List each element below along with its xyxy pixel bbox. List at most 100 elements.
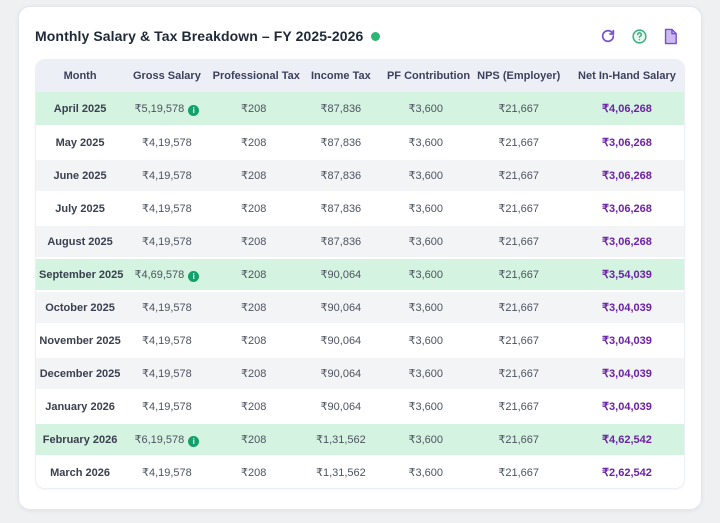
column-header-month: Month: [36, 60, 125, 92]
salary-table-container: Month Gross Salary Professional Tax Income …: [35, 59, 685, 489]
nps-employer-cell: ₹21,667: [467, 290, 570, 323]
income-tax-cell: ₹87,836: [297, 224, 384, 257]
table-row: November 2025 ₹4,19,578 ₹208 ₹90,064 ₹3,600 ₹…: [36, 323, 684, 356]
net-cell: ₹4,06,268: [569, 92, 684, 125]
month-cell: March 2026: [36, 455, 125, 488]
net-cell: ₹4,62,542: [569, 422, 684, 455]
table-row: September 2025 ₹4,69,578 i ₹208 ₹90,064 ₹3,60…: [36, 257, 684, 290]
month-cell: August 2025: [36, 224, 125, 257]
gross-salary-cell: ₹4,19,578: [124, 323, 210, 356]
status-dot-icon: [371, 31, 381, 41]
column-header-professional-tax: Professional Tax: [209, 60, 300, 92]
pf-contribution-cell: ₹3,600: [383, 92, 468, 125]
table-row: April 2025 ₹5,19,578 i ₹208 ₹87,836 ₹3,600 ₹21…: [36, 92, 684, 125]
table-body: April 2025 ₹5,19,578 i ₹208 ₹87,836 ₹3,600 ₹21…: [36, 92, 684, 488]
table-row: August 2025 ₹4,19,578 ₹208 ₹87,836 ₹3,600 ₹21…: [36, 224, 684, 257]
pf-contribution-cell: ₹3,600: [383, 389, 468, 422]
month-cell: February 2026: [36, 422, 125, 455]
column-header-pf-contribution: PF Contribution: [383, 60, 470, 92]
table-row: June 2025 ₹4,19,578 ₹208 ₹87,836 ₹3,600 ₹21,6…: [36, 158, 684, 191]
net-cell: ₹3,06,268: [569, 125, 684, 158]
nps-employer-cell: ₹21,667: [467, 191, 570, 224]
document-icon[interactable]: [661, 27, 679, 45]
salary-table: Month Gross Salary Professional Tax Income …: [36, 60, 684, 488]
header-actions: [599, 27, 683, 45]
card-header: Monthly Salary & Tax Breakdown – FY 2025…: [19, 7, 701, 59]
table-row: January 2026 ₹4,19,578 ₹208 ₹90,064 ₹3,600 ₹2…: [36, 389, 684, 422]
gross-salary-cell: ₹4,19,578: [124, 191, 210, 224]
column-header-income-tax: Income Tax: [297, 60, 384, 92]
table-row: May 2025 ₹4,19,578 ₹208 ₹87,836 ₹3,600 ₹21,66…: [36, 125, 684, 158]
month-cell: June 2025: [36, 158, 125, 191]
professional-tax-cell: ₹208: [209, 290, 298, 323]
gross-salary-cell: ₹4,19,578: [124, 224, 210, 257]
pf-contribution-cell: ₹3,600: [383, 323, 468, 356]
column-header-net-in-hand-salary: Net In-Hand Salary: [569, 60, 684, 92]
gross-salary-cell: ₹4,19,578: [124, 125, 210, 158]
income-tax-cell: ₹87,836: [297, 191, 384, 224]
table-row: March 2026 ₹4,19,578 ₹208 ₹1,31,562 ₹3,600 ₹2…: [36, 455, 684, 488]
nps-employer-cell: ₹21,667: [467, 455, 570, 488]
nps-employer-cell: ₹21,667: [467, 323, 570, 356]
professional-tax-cell: ₹208: [209, 125, 298, 158]
gross-salary-cell: ₹4,19,578: [124, 290, 210, 323]
header-row: Month Gross Salary Professional Tax Income …: [36, 60, 684, 92]
pf-contribution-cell: ₹3,600: [383, 455, 468, 488]
bonus-info-icon[interactable]: i: [188, 270, 200, 282]
nps-employer-cell: ₹21,667: [467, 356, 570, 389]
professional-tax-cell: ₹208: [209, 356, 298, 389]
bonus-info-icon[interactable]: i: [188, 435, 200, 447]
professional-tax-cell: ₹208: [209, 191, 298, 224]
salary-breakdown-card: Monthly Salary & Tax Breakdown – FY 2025…: [18, 6, 702, 510]
net-cell: ₹3,06,268: [569, 158, 684, 191]
nps-employer-cell: ₹21,667: [467, 422, 570, 455]
income-tax-cell: ₹90,064: [297, 356, 384, 389]
net-cell: ₹3,06,268: [569, 191, 684, 224]
pf-contribution-cell: ₹3,600: [383, 191, 468, 224]
professional-tax-cell: ₹208: [209, 455, 298, 488]
refresh-icon[interactable]: [599, 27, 617, 45]
net-cell: ₹2,62,542: [569, 455, 684, 488]
month-cell: September 2025: [36, 257, 125, 290]
gross-salary-cell: ₹4,19,578: [124, 356, 210, 389]
professional-tax-cell: ₹208: [209, 224, 298, 257]
help-icon[interactable]: [630, 27, 648, 45]
month-cell: October 2025: [36, 290, 125, 323]
income-tax-cell: ₹1,31,562: [297, 422, 384, 455]
net-cell: ₹3,04,039: [569, 389, 684, 422]
nps-employer-cell: ₹21,667: [467, 224, 570, 257]
pf-contribution-cell: ₹3,600: [383, 224, 468, 257]
table-row: February 2026 ₹6,19,578 i ₹208 ₹1,31,562 ₹3,6…: [36, 422, 684, 455]
professional-tax-cell: ₹208: [209, 422, 298, 455]
income-tax-cell: ₹87,836: [297, 125, 384, 158]
nps-employer-cell: ₹21,667: [467, 92, 570, 125]
nps-employer-cell: ₹21,667: [467, 389, 570, 422]
page-title: Monthly Salary & Tax Breakdown – FY 2025…: [35, 28, 364, 44]
professional-tax-cell: ₹208: [209, 92, 298, 125]
table-row: July 2025 ₹4,19,578 ₹208 ₹87,836 ₹3,600 ₹21,6…: [36, 191, 684, 224]
gross-salary-cell: ₹4,19,578: [124, 455, 210, 488]
pf-contribution-cell: ₹3,600: [383, 158, 468, 191]
bonus-info-icon[interactable]: i: [188, 104, 200, 116]
nps-employer-cell: ₹21,667: [467, 158, 570, 191]
income-tax-cell: ₹90,064: [297, 389, 384, 422]
gross-salary-cell: ₹4,69,578 i: [124, 257, 210, 290]
gross-salary-cell: ₹4,19,578: [124, 158, 210, 191]
income-tax-cell: ₹90,064: [297, 257, 384, 290]
month-cell: May 2025: [36, 125, 125, 158]
gross-salary-cell: ₹6,19,578 i: [124, 422, 210, 455]
table-row: December 2025 ₹4,19,578 ₹208 ₹90,064 ₹3,600 ₹…: [36, 356, 684, 389]
pf-contribution-cell: ₹3,600: [383, 257, 468, 290]
professional-tax-cell: ₹208: [209, 158, 298, 191]
professional-tax-cell: ₹208: [209, 323, 298, 356]
month-cell: April 2025: [36, 92, 125, 125]
pf-contribution-cell: ₹3,600: [383, 125, 468, 158]
professional-tax-cell: ₹208: [209, 389, 298, 422]
net-cell: ₹3,04,039: [569, 356, 684, 389]
gross-salary-cell: ₹4,19,578: [124, 389, 210, 422]
gross-salary-cell: ₹5,19,578 i: [124, 92, 210, 125]
month-cell: December 2025: [36, 356, 125, 389]
net-cell: ₹3,06,268: [569, 224, 684, 257]
pf-contribution-cell: ₹3,600: [383, 290, 468, 323]
table-row: October 2025 ₹4,19,578 ₹208 ₹90,064 ₹3,600 ₹2…: [36, 290, 684, 323]
